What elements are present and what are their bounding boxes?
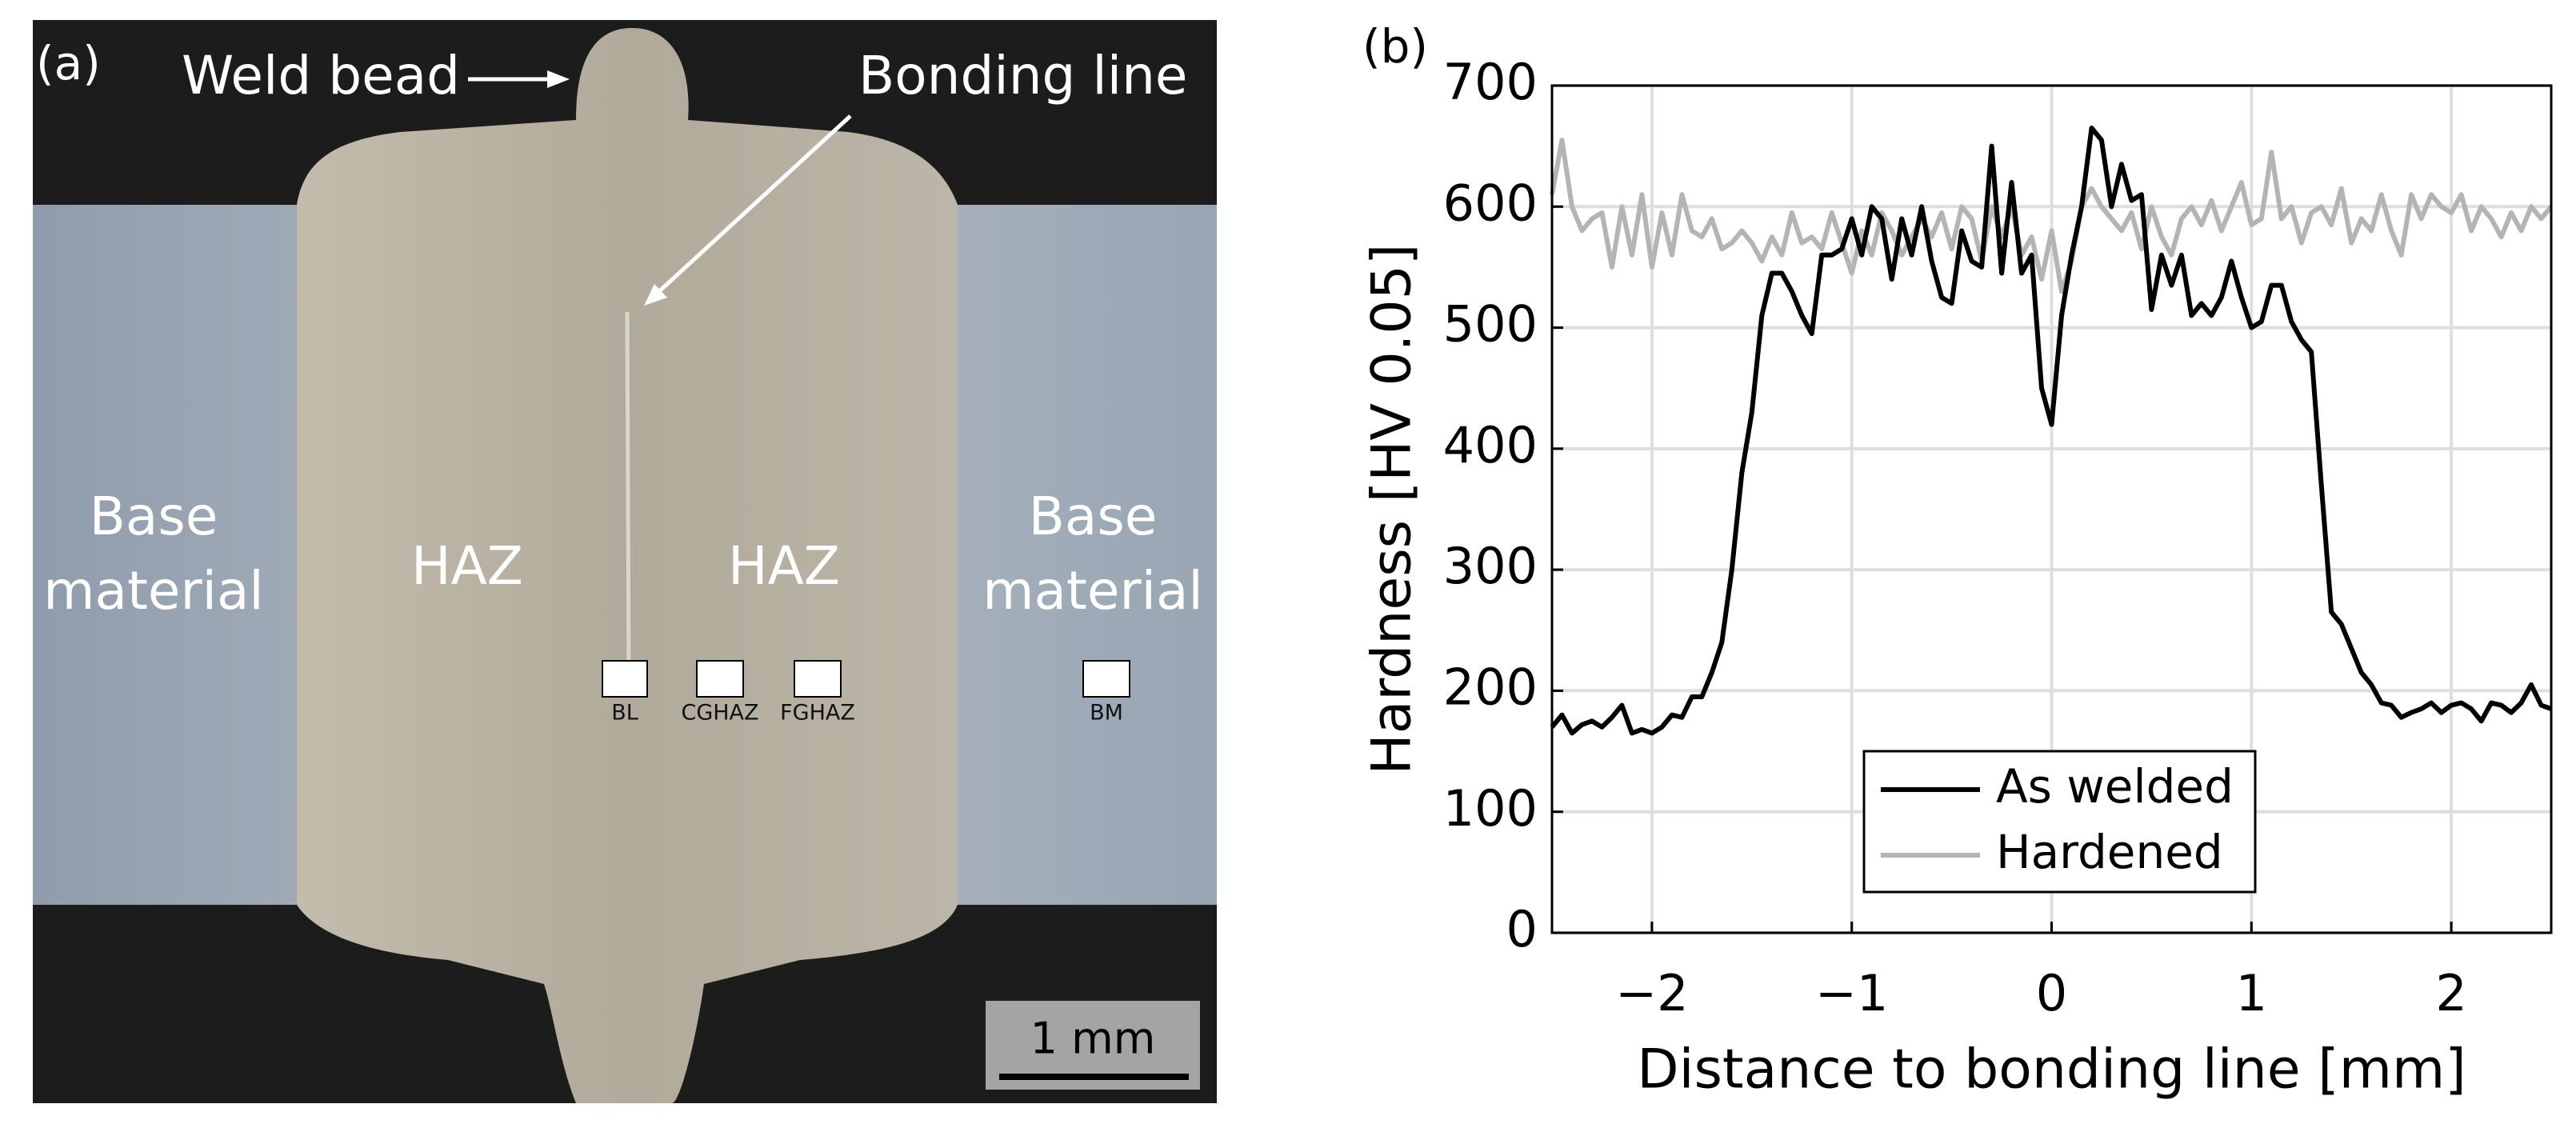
marker-label: CGHAZ — [681, 701, 758, 726]
line-series — [1550, 138, 2554, 294]
x-axis-label: Distance to bonding line [mm] — [1637, 1038, 2466, 1102]
x-tick-label: −2 — [1615, 964, 1688, 1022]
y-tick-label: 200 — [1443, 658, 1538, 717]
x-tick-label: 2 — [2435, 964, 2466, 1022]
arrow-head — [644, 284, 667, 306]
marker-square — [602, 660, 648, 698]
y-tick-label: 700 — [1443, 53, 1538, 111]
region-label: material — [43, 560, 263, 622]
region-label: Base — [1029, 486, 1158, 547]
legend-label: As welded — [1996, 759, 2234, 814]
y-tick-label: 600 — [1443, 174, 1538, 232]
region-label: Base — [90, 486, 218, 547]
y-tick-label: 0 — [1506, 900, 1538, 958]
annotation: Bonding line — [858, 45, 1188, 106]
marker-label: BM — [1090, 701, 1123, 726]
x-tick-label: 1 — [2236, 964, 2267, 1022]
y-tick-label: 300 — [1443, 537, 1538, 595]
annotation: Weld bead — [182, 45, 460, 106]
region-label: material — [982, 560, 1202, 622]
marker-square — [794, 660, 842, 698]
region-label: HAZ — [411, 535, 523, 597]
x-tick-label: −1 — [1815, 964, 1888, 1022]
chart: 0 100 200 300 400 500 600 700 −2 −1 0 1 2 (b) Distance… — [1361, 19, 2554, 1102]
legend-box — [1862, 750, 2257, 894]
line-series — [1550, 126, 2553, 736]
marker-square — [1082, 660, 1130, 698]
micrograph: (a) Weld bead Bonding line Base material… — [33, 20, 1217, 1103]
region-label: HAZ — [728, 535, 840, 597]
arrow-head — [547, 70, 570, 88]
arrow — [656, 114, 852, 294]
y-tick-label: 100 — [1443, 779, 1538, 838]
marker-label: FGHAZ — [780, 701, 855, 726]
marker-label: BL — [611, 701, 638, 726]
x-tick-label: 0 — [2036, 964, 2067, 1022]
scale-bar-label: 1 mm — [1030, 1014, 1156, 1064]
panel-label: (b) — [1362, 19, 1428, 74]
y-tick-label: 500 — [1443, 295, 1538, 354]
panel-label: (a) — [36, 36, 101, 90]
legend-label: Hardened — [1996, 825, 2223, 879]
marker-square — [696, 660, 744, 698]
y-axis-label: Hardness [HV 0.05] — [1361, 244, 1424, 775]
y-tick-label: 400 — [1443, 416, 1538, 474]
bonding-line — [625, 311, 631, 689]
axes-box — [1550, 84, 2553, 934]
